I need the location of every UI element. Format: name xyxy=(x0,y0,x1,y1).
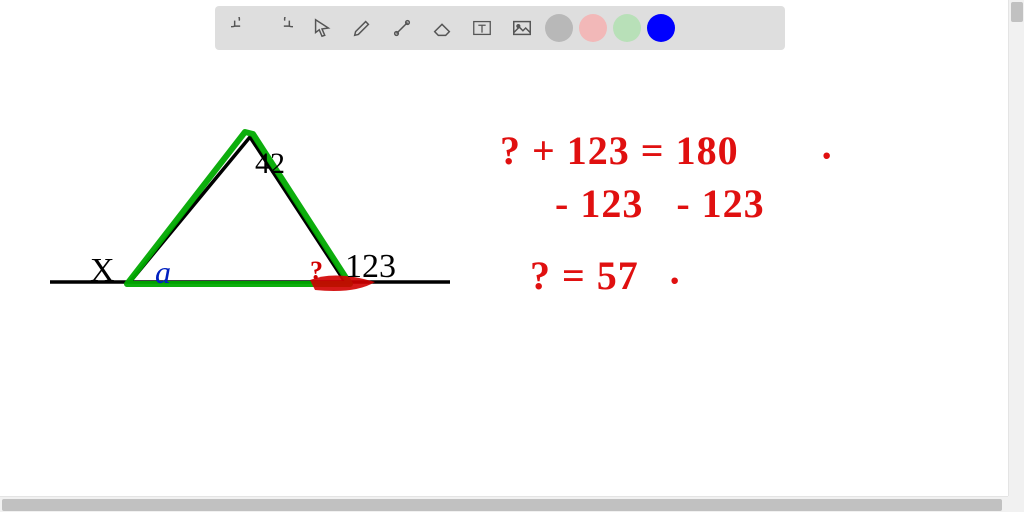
label-x: X xyxy=(90,252,115,290)
equation-dot1: · xyxy=(820,132,834,179)
undo-button[interactable] xyxy=(225,11,259,45)
equation-line-1: ? + 123 = 180 xyxy=(500,127,739,174)
label-qm: ? xyxy=(310,256,323,286)
color-swatch-green[interactable] xyxy=(613,14,641,42)
pointer-button[interactable] xyxy=(305,11,339,45)
image-button[interactable] xyxy=(505,11,539,45)
redo-icon xyxy=(271,17,293,39)
toolbar xyxy=(215,6,785,50)
label-a: a xyxy=(155,254,171,291)
label-top: 42 xyxy=(255,147,285,181)
pen-icon xyxy=(351,17,373,39)
scroll-corner xyxy=(1008,496,1024,512)
tools-button[interactable] xyxy=(385,11,419,45)
eraser-icon xyxy=(431,17,453,39)
color-swatch-pink[interactable] xyxy=(579,14,607,42)
textbox-icon xyxy=(471,17,493,39)
scrollbar-horizontal-thumb[interactable] xyxy=(2,499,1002,511)
equation-line-2: - 123 - 123 xyxy=(555,180,765,227)
textbox-button[interactable] xyxy=(465,11,499,45)
equation-line-3: ? = 57 xyxy=(530,252,639,299)
drawing-canvas[interactable]: X a 42 ? 123 ? + 123 = 180 - 123 - 123 ?… xyxy=(0,52,1008,496)
pointer-icon xyxy=(311,17,333,39)
pen-button[interactable] xyxy=(345,11,379,45)
color-swatch-blue[interactable] xyxy=(647,14,675,42)
image-icon xyxy=(511,17,533,39)
whiteboard-app: X a 42 ? 123 ? + 123 = 180 - 123 - 123 ?… xyxy=(0,0,1024,512)
label-ext: 123 xyxy=(345,248,396,286)
scrollbar-vertical[interactable] xyxy=(1008,0,1024,496)
equation-dot2: · xyxy=(668,257,682,304)
scrollbar-vertical-thumb[interactable] xyxy=(1011,2,1023,22)
color-swatch-gray[interactable] xyxy=(545,14,573,42)
tools-icon xyxy=(391,17,413,39)
scrollbar-horizontal[interactable] xyxy=(0,496,1008,512)
redo-button[interactable] xyxy=(265,11,299,45)
eraser-button[interactable] xyxy=(425,11,459,45)
undo-icon xyxy=(231,17,253,39)
